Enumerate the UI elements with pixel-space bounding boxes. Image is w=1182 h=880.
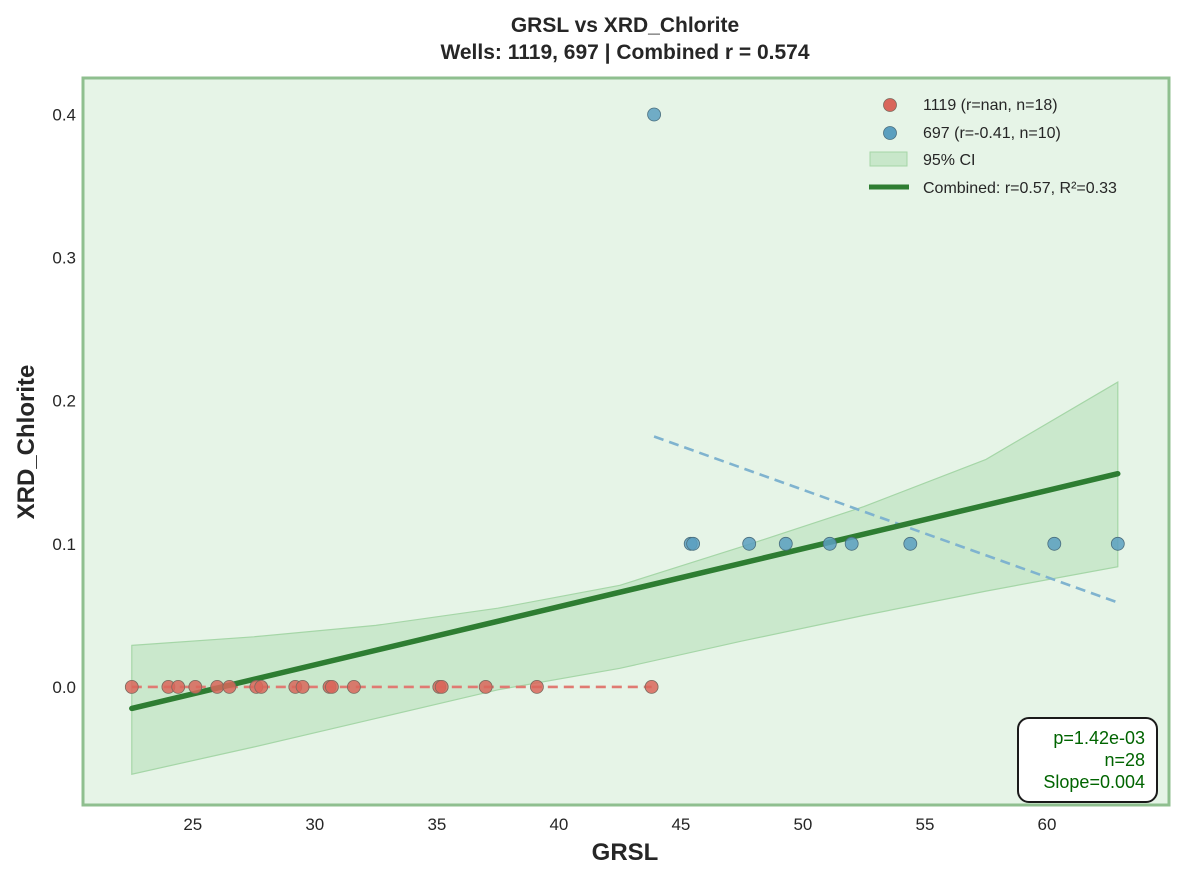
data-point-697	[903, 536, 918, 551]
combined-fit-line	[129, 470, 1121, 712]
data-point-697	[822, 536, 837, 551]
legend-swatch-ci	[869, 151, 908, 167]
data-point-1119	[644, 680, 659, 694]
y-tick-label: 0.3	[52, 249, 76, 268]
data-point-1119	[478, 680, 493, 694]
chart-title-line1: GRSL vs XRD_Chlorite	[511, 14, 739, 37]
stats-box: p=1.42e-03 n=28 Slope=0.004	[1017, 717, 1158, 803]
stats-n: n=28	[1104, 750, 1145, 770]
data-point-697	[647, 107, 661, 122]
legend-label-ci: 95% CI	[923, 152, 975, 169]
x-ticks: 25 30 35 40 45 50 55 60	[183, 815, 1056, 834]
y-tick-label: 0.4	[52, 106, 76, 125]
data-point-697	[686, 536, 700, 551]
x-tick-label: 35	[427, 815, 446, 834]
y-tick-label: 0.0	[52, 678, 76, 697]
legend-label-combined: Combined: r=0.57, R²=0.33	[923, 180, 1117, 197]
y-axis-label: XRD_Chlorite	[13, 365, 40, 520]
fit-layer	[129, 470, 1121, 712]
legend-marker-1119	[883, 98, 897, 112]
x-tick-label: 30	[305, 815, 324, 834]
data-point-1119	[530, 680, 544, 694]
data-point-1119	[222, 680, 237, 694]
data-point-1119	[171, 680, 186, 694]
data-point-697	[778, 536, 793, 551]
chart-title-line2: Wells: 1119, 697 | Combined r = 0.574	[440, 41, 809, 64]
legend-label-1119: 1119 (r=nan, n=18)	[923, 97, 1058, 114]
x-axis-label: GRSL	[592, 839, 659, 866]
trend-line-697	[653, 435, 1119, 604]
points-layer	[124, 107, 1125, 694]
legend-marker-697	[883, 126, 897, 140]
data-point-1119	[124, 680, 139, 694]
x-tick-label: 40	[549, 815, 568, 834]
stats-slope: Slope=0.004	[1043, 772, 1145, 792]
data-point-1119	[324, 680, 339, 694]
ci-layer	[131, 381, 1119, 775]
data-point-1119	[210, 680, 225, 694]
data-point-1119	[254, 680, 269, 694]
data-point-1119	[188, 680, 203, 694]
y-ticks: 0.0 0.1 0.2 0.3 0.4	[52, 106, 76, 697]
legend-label-697: 697 (r=-0.41, n=10)	[923, 125, 1061, 142]
data-point-697	[1047, 536, 1062, 551]
data-point-697	[742, 536, 757, 551]
legend: 1119 (r=nan, n=18) 697 (r=-0.41, n=10) 9…	[869, 97, 1117, 197]
data-point-1119	[346, 680, 361, 694]
stats-box-frame	[1017, 717, 1158, 803]
x-tick-label: 25	[183, 815, 202, 834]
data-point-697	[844, 536, 859, 551]
plot-border	[81, 76, 1171, 807]
y-tick-label: 0.1	[52, 535, 76, 554]
data-point-697	[1110, 536, 1125, 551]
x-tick-label: 55	[916, 815, 935, 834]
x-tick-label: 45	[671, 815, 690, 834]
x-tick-label: 50	[793, 815, 812, 834]
y-tick-label: 0.2	[52, 392, 76, 411]
data-point-1119	[295, 680, 310, 694]
x-tick-label: 60	[1038, 815, 1057, 834]
stats-p-value: p=1.42e-03	[1053, 728, 1145, 748]
data-point-1119	[434, 680, 449, 694]
ci-band	[131, 381, 1119, 775]
